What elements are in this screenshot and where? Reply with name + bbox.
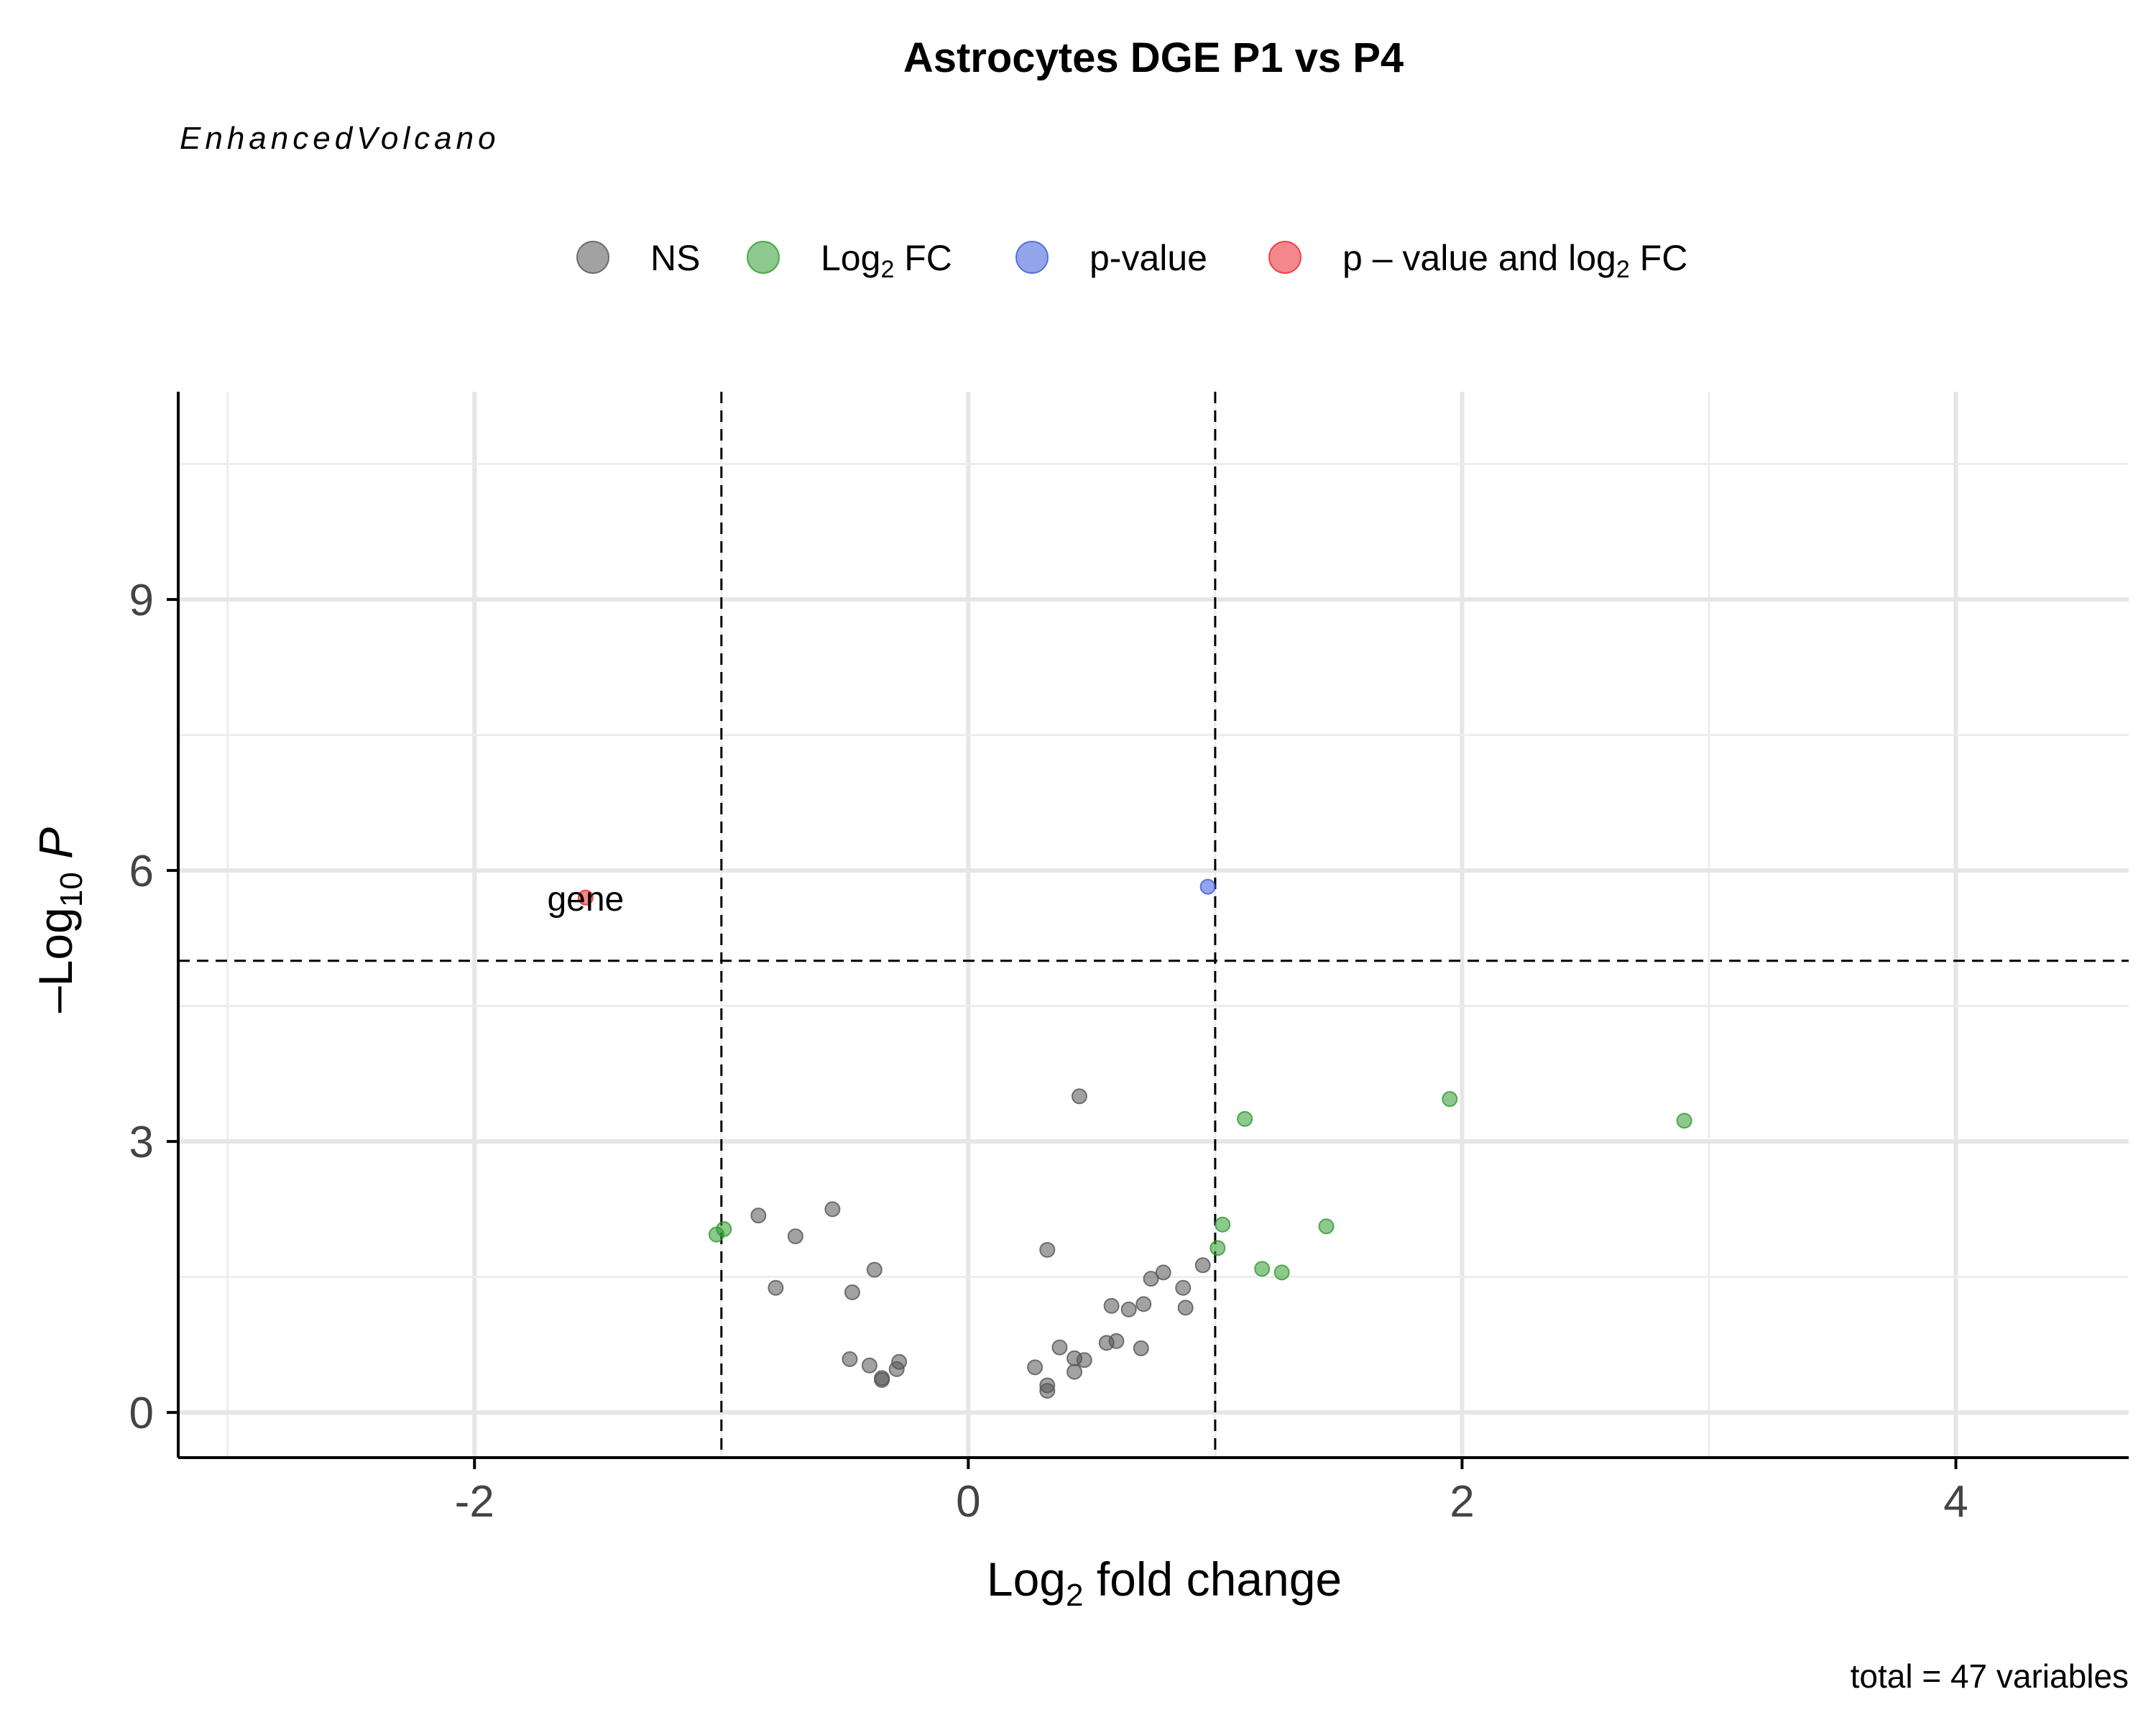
point-p [1199, 878, 1216, 895]
point-fc [1237, 1110, 1253, 1127]
point-ns [787, 1228, 803, 1245]
legend-item-fc: Log2 FC [747, 238, 952, 283]
point-ns [874, 1371, 890, 1388]
point-ns [1120, 1301, 1137, 1317]
grid-lines [178, 392, 2129, 1458]
point-ns [1175, 1279, 1192, 1296]
point-fc [1676, 1113, 1692, 1129]
legend-key-both [1268, 241, 1302, 274]
y-tick-label: 6 [129, 847, 154, 896]
legend-label-both: p – value and log2 FC [1342, 238, 1687, 283]
point-ns [750, 1208, 767, 1224]
point-ns [844, 1284, 860, 1301]
x-tick-label: 2 [1450, 1477, 1474, 1527]
legend-item-p: p-value [1015, 238, 1207, 278]
legend-label-ns: NS [650, 238, 700, 278]
y-axis-title-pre: –Log [29, 907, 82, 1013]
point-fc [1254, 1261, 1271, 1277]
point-both [577, 889, 594, 906]
legend: NS Log2 FC p-value p – value and log2 FC [576, 238, 1687, 283]
point-ns [1067, 1350, 1083, 1366]
legend-label-p: p-value [1089, 238, 1207, 278]
x-tick-label: 4 [1943, 1477, 1968, 1527]
point-ns [1103, 1297, 1120, 1314]
point-ns [1067, 1363, 1083, 1380]
point-fc [716, 1221, 732, 1238]
point-ns [768, 1279, 784, 1296]
point-ns [1155, 1264, 1171, 1281]
y-axis-title-post: P [29, 827, 82, 872]
x-tick-label: -2 [455, 1477, 494, 1527]
point-ns [1098, 1335, 1115, 1351]
point-fc [1273, 1264, 1290, 1281]
y-axis-title-sub: 10 [54, 872, 89, 907]
point-ns [1135, 1296, 1152, 1312]
point-ns [842, 1351, 858, 1368]
legend-label-fc: Log2 FC [821, 238, 952, 283]
y-axis-title: –Log10 P [29, 827, 89, 1013]
point-ns [824, 1201, 841, 1218]
y-tick-label: 9 [129, 576, 154, 625]
legend-item-ns: NS [576, 238, 700, 278]
data-points [577, 878, 1692, 1399]
legend-item-both: p – value and log2 FC [1268, 238, 1687, 283]
x-axis-title-sub: 2 [1066, 1578, 1083, 1613]
point-ns [1143, 1271, 1159, 1287]
point-fc [1210, 1240, 1226, 1256]
chart-caption: total = 47 variables [1851, 1657, 2129, 1695]
x-axis-title-post: fold change [1083, 1552, 1342, 1606]
point-labels: gene [547, 880, 624, 919]
point-ns [888, 1361, 905, 1377]
y-tick-label: 3 [129, 1118, 154, 1167]
point-ns [866, 1261, 883, 1278]
cutoff-lines [178, 392, 2129, 1458]
point-fc [1442, 1091, 1458, 1108]
x-tick-label: 0 [956, 1477, 980, 1527]
point-ns [1177, 1300, 1194, 1316]
y-tick-label: 0 [129, 1389, 154, 1438]
legend-key-ns [576, 241, 609, 274]
point-ns [1194, 1257, 1211, 1274]
point-ns [1051, 1339, 1068, 1356]
tick-labels: -2 0 2 4 0 3 6 9 [129, 576, 1968, 1527]
point-ns [1133, 1340, 1149, 1356]
point-ns [1039, 1241, 1056, 1258]
x-axis-title: Log2 fold change [987, 1552, 1342, 1613]
point-label: gene [547, 880, 624, 919]
point-fc [1215, 1216, 1231, 1233]
point-ns [861, 1357, 877, 1374]
x-axis-title-pre: Log [987, 1552, 1066, 1606]
chart-subtitle: EnhancedVolcano [180, 121, 500, 156]
point-ns [1039, 1382, 1056, 1399]
axes [167, 392, 2129, 1469]
chart-title: Astrocytes DGE P1 vs P4 [903, 34, 1404, 81]
point-ns [1071, 1088, 1087, 1105]
legend-key-p [1015, 241, 1049, 274]
legend-key-fc [747, 241, 780, 274]
point-ns [1027, 1359, 1044, 1376]
point-fc [1318, 1218, 1335, 1235]
